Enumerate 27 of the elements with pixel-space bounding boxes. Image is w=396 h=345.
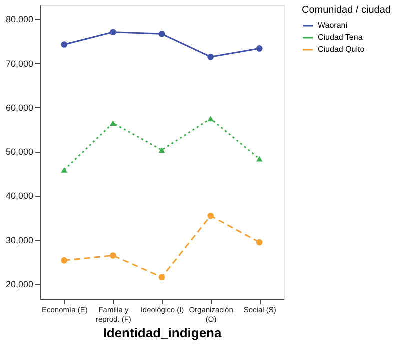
point — [110, 29, 116, 36]
x-axis-title: Identidad_indigena — [103, 326, 222, 340]
point — [61, 257, 68, 264]
y-tick-label: 40,000 — [6, 191, 34, 202]
point — [208, 116, 214, 122]
point — [256, 239, 263, 246]
y-tick-label: 70,000 — [6, 58, 34, 69]
point — [110, 252, 116, 259]
y-tick-label: 50,000 — [6, 147, 34, 158]
y-tick-label: 20,000 — [6, 279, 34, 290]
point — [256, 156, 263, 162]
point — [256, 46, 263, 52]
legend-label: Waorani — [318, 21, 348, 30]
legend-title: Comunidad / ciudad — [302, 5, 391, 16]
point — [208, 54, 214, 60]
point — [110, 120, 116, 126]
point — [158, 30, 166, 38]
point — [61, 42, 68, 48]
y-tick-label: 60,000 — [6, 102, 34, 113]
y-tick-label: 80,000 — [6, 14, 34, 25]
legend-label: Ciudad Quito — [318, 45, 366, 54]
legend-label: Ciudad Tena — [318, 33, 364, 42]
point — [208, 212, 214, 220]
point — [158, 274, 166, 281]
y-tick-label: 30,000 — [6, 235, 34, 246]
point — [61, 167, 68, 173]
point — [158, 147, 166, 153]
